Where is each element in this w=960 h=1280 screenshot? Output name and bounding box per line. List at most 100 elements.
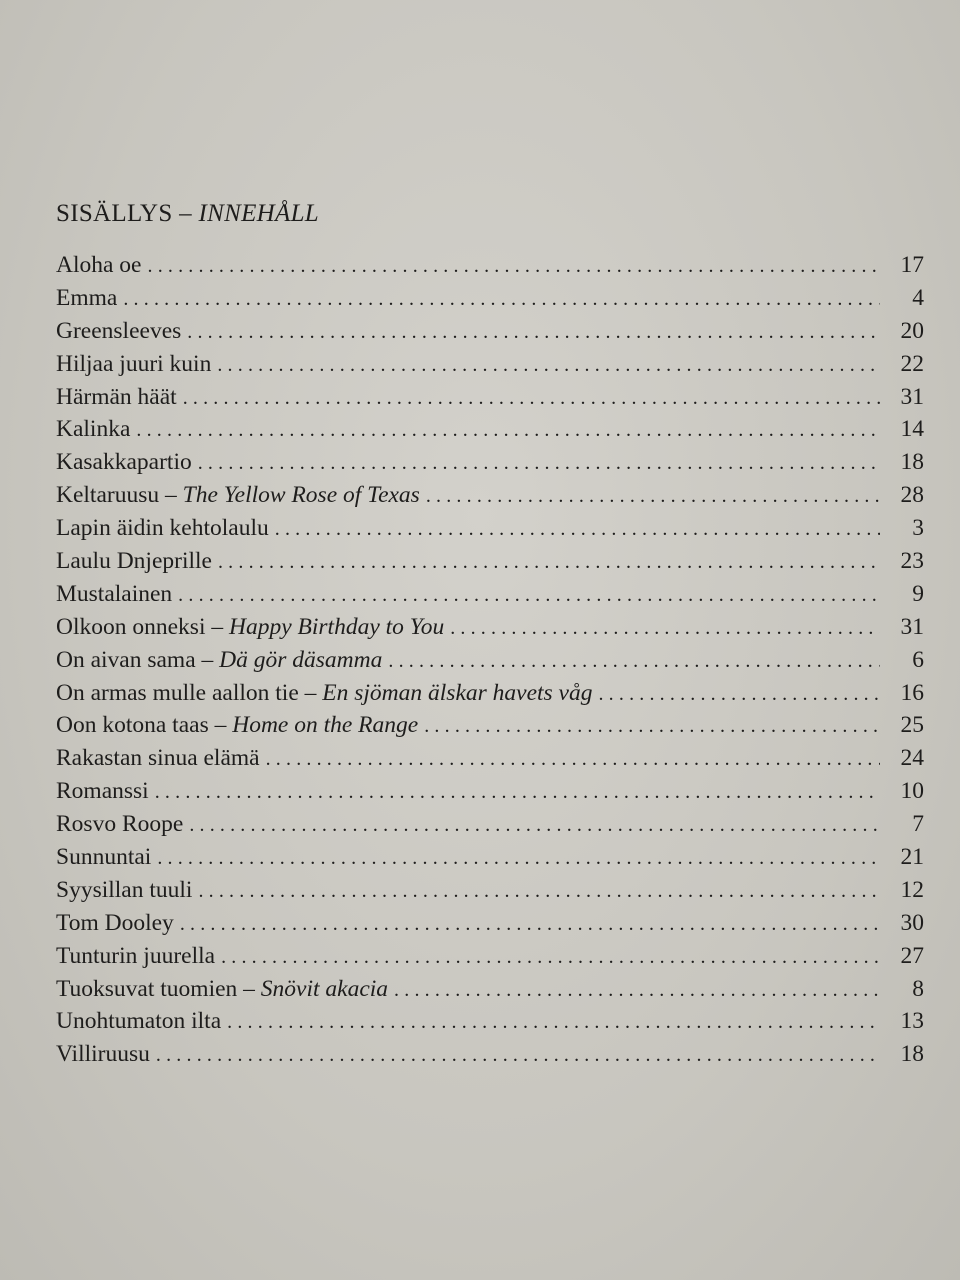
dot-leader: ........................................… — [197, 452, 880, 475]
toc-entry: Hiljaa juuri kuin.......................… — [56, 351, 924, 384]
dot-leader: ........................................… — [147, 255, 881, 277]
entry-title-group: On aivan sama – Dä gör däsamma — [56, 647, 388, 674]
entry-page-number: 7 — [912, 811, 924, 838]
entry-title: Mustalainen — [56, 580, 173, 607]
title-swedish: INNEHÅLL — [198, 200, 319, 227]
toc-entry: On armas mulle aallon tie – En sjöman äl… — [56, 680, 924, 713]
entry-title-group: Mustalainen — [56, 581, 178, 608]
entry-title: Unohtumaton ilta — [56, 1008, 222, 1035]
title-finnish: SISÄLLYS — [56, 200, 173, 227]
entry-title: Rosvo Roope — [56, 811, 184, 838]
entry-page-number: 18 — [900, 1041, 925, 1068]
entry-title: Emma — [56, 284, 118, 311]
entry-title: Rakastan sinua elämä — [56, 745, 260, 772]
entry-page-number: 31 — [900, 613, 925, 640]
toc-entry: Greensleeves............................… — [56, 318, 924, 351]
toc-entry: Sunnuntai...............................… — [56, 844, 924, 877]
toc-entry: Tunturin juurella.......................… — [56, 943, 924, 976]
entry-title-group: Kasakkapartio — [56, 449, 198, 476]
entry-page-number: 13 — [900, 1008, 925, 1035]
entry-title: Lapin äidin kehtolaulu — [56, 515, 269, 542]
toc-entry: Syysillan tuuli.........................… — [56, 877, 924, 910]
toc-entry: Laulu Dnjeprille........................… — [56, 548, 924, 581]
toc-entry: Tom Dooley..............................… — [56, 910, 924, 943]
entry-separator: – — [298, 679, 323, 706]
entry-title-group: Tom Dooley — [56, 910, 180, 937]
dot-leader: ........................................… — [179, 912, 880, 935]
toc-entry: Villiruusu..............................… — [56, 1041, 924, 1074]
entry-title: Kalinka — [56, 416, 131, 443]
entry-title-group: Lapin äidin kehtolaulu — [56, 515, 275, 542]
entry-title-group: Unohtumaton ilta — [56, 1008, 227, 1035]
toc-entry: Rakastan sinua elämä....................… — [56, 745, 924, 778]
dot-leader: ........................................… — [598, 682, 880, 705]
toc-entry: Tuoksuvat tuomien – Snövit akacia.......… — [56, 976, 924, 1009]
entry-page-number: 8 — [912, 975, 924, 1002]
entry-title-group: Rosvo Roope — [56, 811, 189, 838]
entry-title-group: Oon kotona taas – Home on the Range — [56, 712, 424, 739]
toc-entry: Romanssi................................… — [56, 778, 924, 811]
entry-title-group: Härmän häät — [56, 384, 183, 411]
entry-title-group: Romanssi — [56, 778, 155, 805]
entry-alt-title: Dä gör däsamma — [219, 646, 383, 673]
dot-leader: ........................................… — [123, 287, 880, 310]
entry-title-group: Laulu Dnjeprille — [56, 548, 218, 575]
entry-title: Tunturin juurella — [56, 942, 216, 969]
dot-leader: ........................................… — [227, 1011, 880, 1034]
entry-page-number: 4 — [912, 284, 924, 311]
dot-leader: ........................................… — [217, 551, 880, 574]
toc-entry: Emma....................................… — [56, 285, 924, 318]
entry-title: Tom Dooley — [56, 909, 174, 936]
entry-title-group: Keltaruusu – The Yellow Rose of Texas — [56, 482, 426, 509]
table-of-contents: SISÄLLYS – INNEHÅLL Aloha oe............… — [56, 200, 924, 1074]
dot-leader: ........................................… — [189, 814, 880, 837]
entry-title-group: Greensleeves — [56, 318, 187, 345]
entry-title-group: Tuoksuvat tuomien – Snövit akacia — [56, 976, 394, 1003]
entry-title-group: Kalinka — [56, 416, 136, 443]
entry-page-number: 18 — [900, 449, 925, 476]
toc-entry: Härmän häät.............................… — [56, 384, 924, 417]
entry-page-number: 10 — [900, 778, 925, 805]
toc-entry: Oon kotona taas – Home on the Range.....… — [56, 712, 924, 745]
entry-title: Olkoon onneksi — [56, 613, 206, 640]
entry-alt-title: Happy Birthday to You — [228, 613, 445, 640]
entry-title-group: Olkoon onneksi – Happy Birthday to You — [56, 614, 450, 641]
dot-leader: ........................................… — [178, 583, 880, 606]
entry-title-group: Villiruusu — [56, 1041, 156, 1068]
entry-title-group: Tunturin juurella — [56, 943, 221, 970]
entry-title-group: Sunnuntai — [56, 844, 157, 871]
entry-title: Keltaruusu — [56, 482, 160, 509]
dot-leader: ........................................… — [388, 649, 880, 672]
dot-leader: ........................................… — [198, 879, 880, 902]
entry-title: Kasakkapartio — [56, 449, 192, 476]
dot-leader: ........................................… — [425, 485, 880, 508]
entry-page-number: 12 — [900, 876, 925, 903]
entry-page-number: 14 — [900, 416, 925, 443]
dot-leader: ........................................… — [274, 518, 880, 541]
entry-title: On armas mulle aallon tie — [56, 679, 299, 706]
toc-entry: Kalinka.................................… — [56, 416, 924, 449]
entry-title-group: Aloha oe — [56, 252, 148, 279]
dot-leader: ........................................… — [424, 715, 880, 738]
entry-separator: – — [205, 613, 229, 640]
dot-leader: ........................................… — [155, 1044, 880, 1067]
entry-page-number: 21 — [900, 844, 925, 871]
dot-leader: ........................................… — [217, 353, 880, 376]
entry-title: Aloha oe — [56, 252, 142, 278]
entry-title-group: Emma — [56, 285, 123, 312]
entry-title: Romanssi — [56, 778, 149, 805]
entry-title: Syysillan tuuli — [56, 876, 193, 903]
entry-page-number: 6 — [912, 646, 924, 673]
entry-alt-title: Home on the Range — [232, 712, 419, 739]
dot-leader: ........................................… — [221, 945, 880, 968]
entry-separator: – — [237, 975, 261, 1002]
entry-alt-title: Snövit akacia — [260, 975, 389, 1002]
dot-leader: ........................................… — [154, 781, 880, 804]
entry-page-number: 28 — [900, 482, 925, 509]
page-title: SISÄLLYS – INNEHÅLL — [56, 200, 924, 228]
entry-separator: – — [195, 646, 220, 673]
toc-entry: Olkoon onneksi – Happy Birthday to You..… — [56, 614, 924, 647]
entry-alt-title: En sjöman älskar havets våg — [322, 679, 593, 706]
dot-leader: ........................................… — [450, 616, 880, 639]
entry-title-group: Hiljaa juuri kuin — [56, 351, 217, 378]
